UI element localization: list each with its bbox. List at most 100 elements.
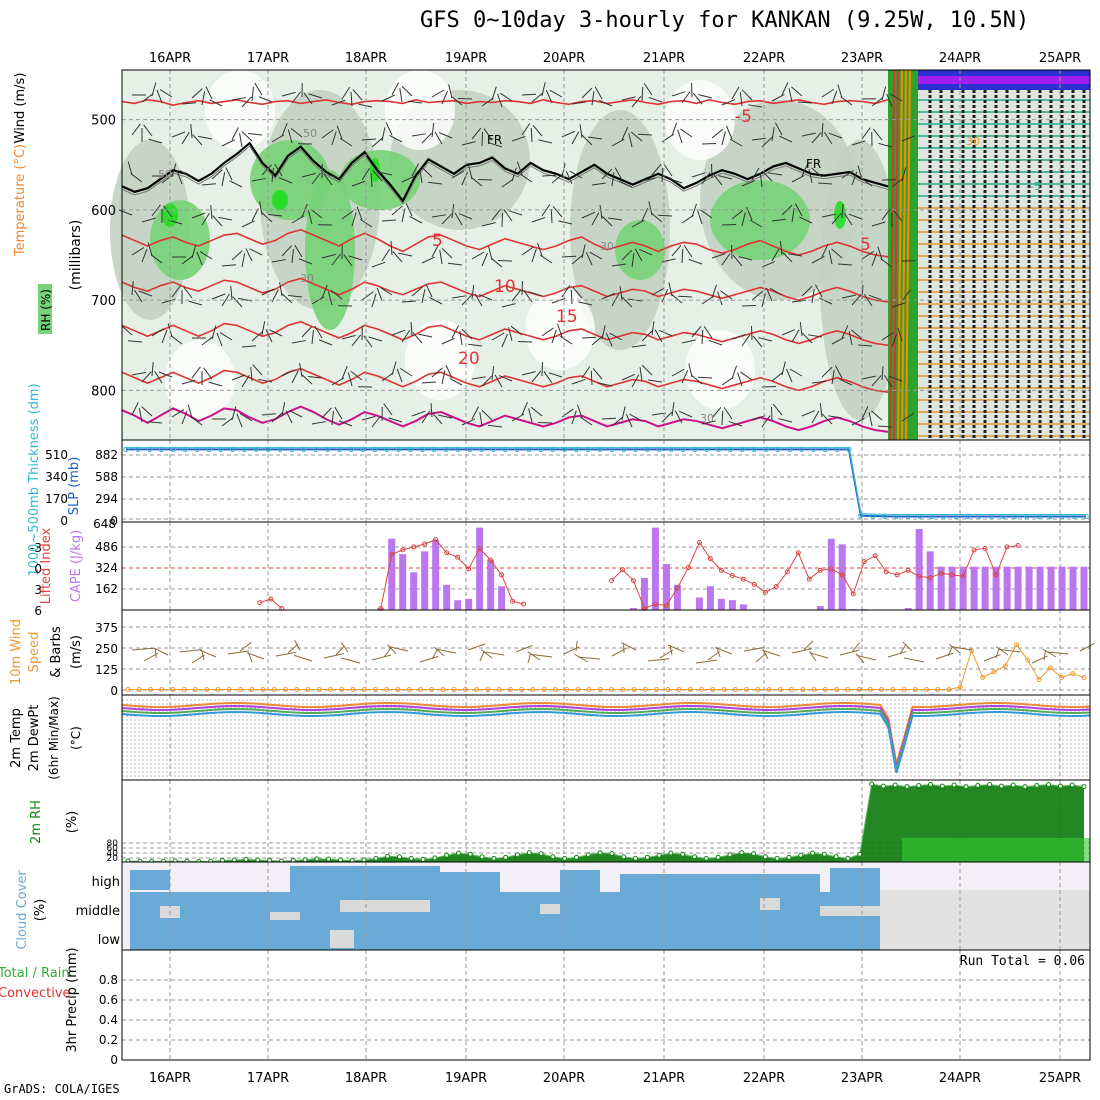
wind-barb	[801, 163, 809, 177]
wind-barb	[401, 175, 415, 183]
wind10-barb	[707, 651, 720, 661]
wind-barb	[788, 253, 803, 257]
wind-barb	[481, 375, 493, 387]
wind-barb	[690, 374, 703, 385]
wind-barb	[848, 331, 853, 346]
wind-speed-point	[339, 686, 345, 692]
wind10-barb	[419, 655, 439, 663]
wind-barb	[641, 208, 649, 222]
lifted-index-point	[608, 578, 614, 584]
lifted-index-point	[707, 556, 713, 562]
wind-barb	[828, 132, 843, 139]
wind-barb	[347, 372, 353, 387]
wind-barb	[288, 295, 303, 298]
slp-point	[976, 513, 983, 520]
rh2m-point	[762, 854, 768, 860]
cloud-gap-region	[880, 890, 1090, 950]
wind-barb	[648, 201, 653, 216]
wind-barb	[330, 289, 343, 300]
rh2m-point	[491, 855, 497, 861]
rh2m-tick-label: 40	[107, 849, 119, 859]
slp-point	[301, 446, 307, 453]
rh2m-point	[845, 855, 851, 861]
wind-barb	[418, 333, 433, 338]
rh2m-tick-label: 80	[107, 839, 119, 849]
wind-barb	[611, 172, 615, 187]
wind-barb	[808, 334, 823, 338]
wind-barb	[239, 413, 253, 422]
wind-barb	[799, 216, 813, 224]
lifted-index-point	[488, 557, 494, 563]
wind-barb	[190, 124, 193, 139]
wind-barb	[697, 210, 703, 225]
wind10-barb	[154, 647, 157, 659]
rh2m-point	[302, 857, 308, 863]
slp-axis-label: SLP (mb)	[67, 457, 82, 516]
wind-barb	[789, 368, 803, 377]
wind-barb	[409, 215, 423, 224]
wind-barb	[621, 373, 635, 381]
wind-barb	[637, 133, 653, 136]
rh2m-point	[1022, 784, 1028, 790]
wind-barb	[811, 255, 825, 264]
wind-barb	[298, 258, 313, 265]
wind-barb	[311, 421, 326, 425]
lifted-index-point	[751, 581, 757, 587]
wind-speed-point	[125, 686, 131, 692]
contour-label: 5	[860, 235, 871, 255]
wind-barb	[363, 335, 373, 348]
cape-bar	[1014, 566, 1022, 610]
slp-point	[289, 446, 295, 453]
rh-dry-area	[385, 70, 455, 150]
wind-barb	[531, 216, 546, 223]
wind-barb	[651, 287, 665, 296]
top-date-label: 21APR	[643, 51, 685, 66]
wind-barb	[631, 95, 642, 108]
wind-speed-point	[597, 686, 603, 692]
wind10-barb	[575, 640, 578, 652]
wind-barb	[448, 84, 453, 99]
lifted-index-point	[279, 606, 285, 612]
wind-barb	[171, 285, 181, 298]
rh2m-point	[514, 852, 520, 858]
wind-barb	[411, 286, 423, 297]
wind-speed-point	[170, 686, 176, 692]
wind-barb	[781, 361, 786, 376]
wind-barb	[271, 412, 283, 423]
slp-point	[526, 446, 532, 453]
wind-barb	[840, 96, 853, 106]
cape-bar	[421, 551, 429, 610]
wind-barb	[490, 257, 503, 268]
wind-speed-point	[777, 686, 783, 692]
slp-point	[1035, 513, 1042, 520]
wind-barb	[811, 167, 823, 178]
cloud-gap	[760, 898, 780, 910]
wind-barb	[371, 261, 386, 268]
wind-speed-point	[845, 686, 851, 692]
wind-barb	[621, 406, 626, 421]
cape-bar	[1058, 566, 1066, 610]
wind-barb	[361, 138, 377, 141]
cape-bar	[981, 566, 989, 610]
wind-speed-point	[912, 686, 918, 692]
wind-speed-point	[1025, 657, 1031, 663]
wind-barb	[231, 97, 246, 101]
wind10-barb	[714, 647, 733, 655]
wind-barb	[528, 408, 533, 423]
cape-bar	[728, 600, 736, 610]
wind10-barb	[293, 654, 313, 662]
cape-tick-label: 162	[95, 582, 118, 596]
rh2m-point	[1034, 783, 1040, 789]
wind-barb	[431, 123, 435, 138]
wind-barb	[871, 96, 884, 107]
wind-barb	[471, 406, 480, 420]
wind10-barb	[287, 643, 299, 654]
wind-speed-point	[609, 686, 615, 692]
wind-barb	[811, 132, 822, 144]
lifted-index-point	[630, 578, 636, 584]
wind-barb	[691, 172, 706, 178]
wind-barb	[701, 420, 716, 425]
wind-barb	[261, 288, 275, 296]
lifted-index-point	[422, 541, 428, 547]
lifted-index-point	[455, 554, 461, 560]
